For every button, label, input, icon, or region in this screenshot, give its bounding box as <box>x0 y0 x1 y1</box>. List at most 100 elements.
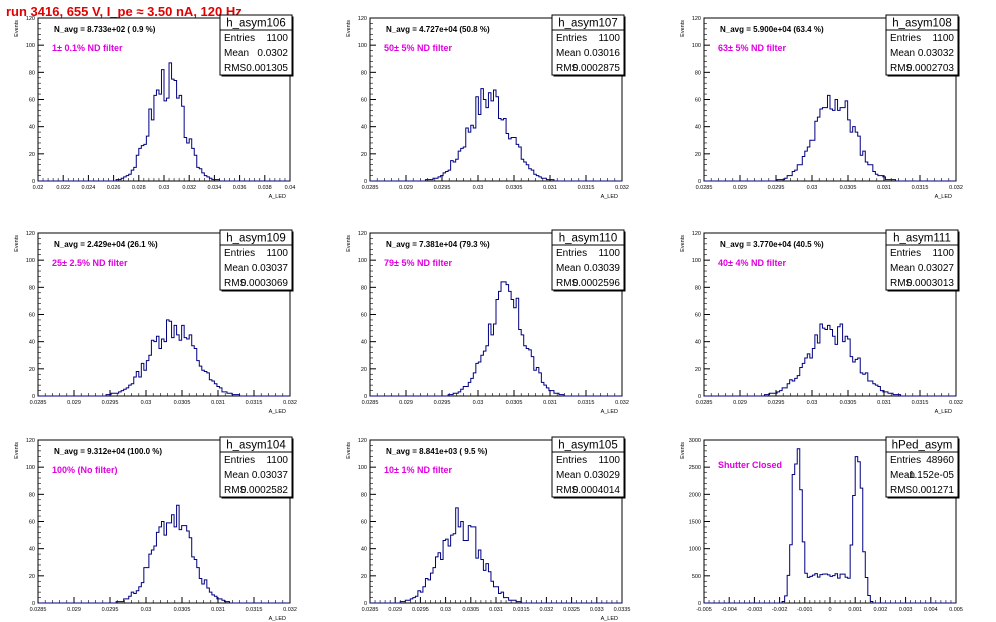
stats-rms-label: RMS <box>224 485 247 496</box>
x-tick-label: 0.031 <box>543 185 557 191</box>
x-tick-label: 0.029 <box>399 400 413 406</box>
x-tick-label: 0.0285 <box>362 185 379 191</box>
y-tick-label: 0 <box>32 394 35 400</box>
x-tick-label: 0.032 <box>283 607 297 613</box>
y-axis-label: Events <box>680 235 686 252</box>
x-tick-label: 0.031 <box>211 607 225 613</box>
stats-rms-value: 0.001305 <box>246 63 288 74</box>
stats-entries-value: 1100 <box>598 455 620 466</box>
x-tick-label: 0.0305 <box>174 400 191 406</box>
x-tick-label: 0.0305 <box>174 607 191 613</box>
histogram-name: h_asym105 <box>558 440 617 452</box>
histogram-panel-h_asym111: 0 20 40 60 80 100 120 0.0285 0.029 0.0295 0.03 0.03… <box>680 229 963 415</box>
x-axis-label: A_LED <box>269 409 286 415</box>
y-tick-label: 80 <box>29 70 35 76</box>
x-tick-label: 0.026 <box>107 185 121 191</box>
y-tick-label: 40 <box>361 340 367 346</box>
x-tick-label: 0.03 <box>473 400 484 406</box>
x-tick-label: 0.022 <box>56 185 70 191</box>
stats-rms-value: 0.0004014 <box>573 485 621 496</box>
x-tick-label: -0.005 <box>696 607 712 613</box>
x-tick-label: 0.029 <box>399 185 413 191</box>
n-avg-annotation: N_avg = 3.770e+04 (40.5 %) <box>720 240 824 249</box>
x-tick-label: 0.0295 <box>768 185 785 191</box>
x-tick-label: 0.0325 <box>563 607 580 613</box>
x-tick-label: 0.03 <box>807 185 818 191</box>
stats-rms-label: RMS <box>224 63 247 74</box>
histogram-line <box>704 323 956 397</box>
y-tick-label: 60 <box>29 98 35 104</box>
y-tick-label: 80 <box>361 70 367 76</box>
y-tick-label: 60 <box>361 98 367 104</box>
histogram-panel-h_asym104: 0 20 40 60 80 100 120 0.0285 0.029 0.0295 0.03 0.03… <box>14 436 297 622</box>
filter-annotation: 100% (No filter) <box>52 465 118 475</box>
stats-box <box>551 14 625 76</box>
y-axis-label: Events <box>14 20 20 37</box>
histogram-panel-hPed_asym: 0 500 1000 1500 2000 2500 3000 -0.005 -0.004 -0.0… <box>680 436 963 613</box>
n-avg-annotation: N_avg = 2.429e+04 (26.1 %) <box>54 240 158 249</box>
y-tick-label: 120 <box>358 231 367 237</box>
x-tick-label: 0.032 <box>540 607 554 613</box>
histogram-name: h_asym109 <box>226 233 285 245</box>
stats-mean-value: 0.03037 <box>252 263 289 274</box>
y-tick-label: 2000 <box>689 492 701 498</box>
stats-mean-label: Mean <box>224 263 249 274</box>
stats-box <box>219 14 293 76</box>
y-axis-label: Events <box>14 442 20 459</box>
x-tick-label: 0.002 <box>874 607 888 613</box>
x-tick-label: 0.0285 <box>30 400 47 406</box>
stats-rms-label: RMS <box>890 485 913 496</box>
stats-rms-value: 0.0003069 <box>241 278 289 289</box>
x-tick-label: 0.029 <box>67 400 81 406</box>
stats-entries-label: Entries <box>556 33 587 44</box>
y-axis-label: Events <box>346 20 352 37</box>
y-tick-label: 40 <box>695 340 701 346</box>
stats-entries-value: 1100 <box>932 33 954 44</box>
x-tick-label: 0.032 <box>182 185 196 191</box>
histogram-line <box>704 94 956 182</box>
n-avg-annotation: N_avg = 5.900e+04 (63.4 %) <box>720 25 824 34</box>
x-tick-label: 0.029 <box>67 607 81 613</box>
stats-box <box>219 436 293 498</box>
x-tick-label: 0.0285 <box>30 607 47 613</box>
stats-mean-value: 0.03032 <box>918 48 955 59</box>
x-tick-label: 0.0285 <box>696 185 713 191</box>
x-tick-label: 0.0315 <box>513 607 530 613</box>
x-tick-label: 0.001 <box>848 607 862 613</box>
histogram-line <box>370 507 622 604</box>
n-avg-annotation: N_avg = 9.312e+04 (100.0 %) <box>54 447 162 456</box>
y-axis-label: Events <box>14 235 20 252</box>
stats-rms-value: 0.0002875 <box>573 63 621 74</box>
stats-entries-value: 1100 <box>266 455 288 466</box>
x-tick-label: 0.03 <box>141 400 152 406</box>
n-avg-annotation: N_avg = 8.733e+02 ( 0.9 %) <box>54 25 156 34</box>
x-tick-label: 0.031 <box>489 607 503 613</box>
stats-rms-value: 0.001271 <box>912 485 954 496</box>
stats-entries-label: Entries <box>556 248 587 259</box>
n-avg-annotation: N_avg = 8.841e+03 ( 9.5 %) <box>386 447 488 456</box>
x-axis-label: A_LED <box>601 409 618 415</box>
x-tick-label: -0.003 <box>747 607 763 613</box>
y-tick-label: 100 <box>692 43 701 49</box>
y-tick-label: 100 <box>26 43 35 49</box>
y-tick-label: 20 <box>695 367 701 373</box>
filter-annotation: 50± 5% ND filter <box>384 43 452 53</box>
x-tick-label: 0.04 <box>285 185 296 191</box>
x-tick-label: 0.0305 <box>462 607 479 613</box>
stats-entries-value: 1100 <box>266 33 288 44</box>
stats-mean-label: Mean <box>556 48 581 59</box>
histogram-line <box>370 281 622 397</box>
histogram-panel-h_asym110: 0 20 40 60 80 100 120 0.0285 0.029 0.0295 0.03 0.03… <box>346 229 629 415</box>
stats-entries-label: Entries <box>890 455 921 466</box>
y-tick-label: 0 <box>32 179 35 185</box>
y-tick-label: 0 <box>364 179 367 185</box>
x-tick-label: 0.0295 <box>434 185 451 191</box>
x-tick-label: 0.0305 <box>506 400 523 406</box>
x-tick-label: 0.033 <box>590 607 604 613</box>
stats-entries-value: 1100 <box>932 248 954 259</box>
histogram-name: h_asym106 <box>226 18 285 30</box>
x-tick-label: 0.0285 <box>362 607 379 613</box>
histogram-panel-h_asym109: 0 20 40 60 80 100 120 0.0285 0.029 0.0295 0.03 0.03… <box>14 229 297 415</box>
y-tick-label: 120 <box>26 438 35 444</box>
y-tick-label: 40 <box>29 340 35 346</box>
